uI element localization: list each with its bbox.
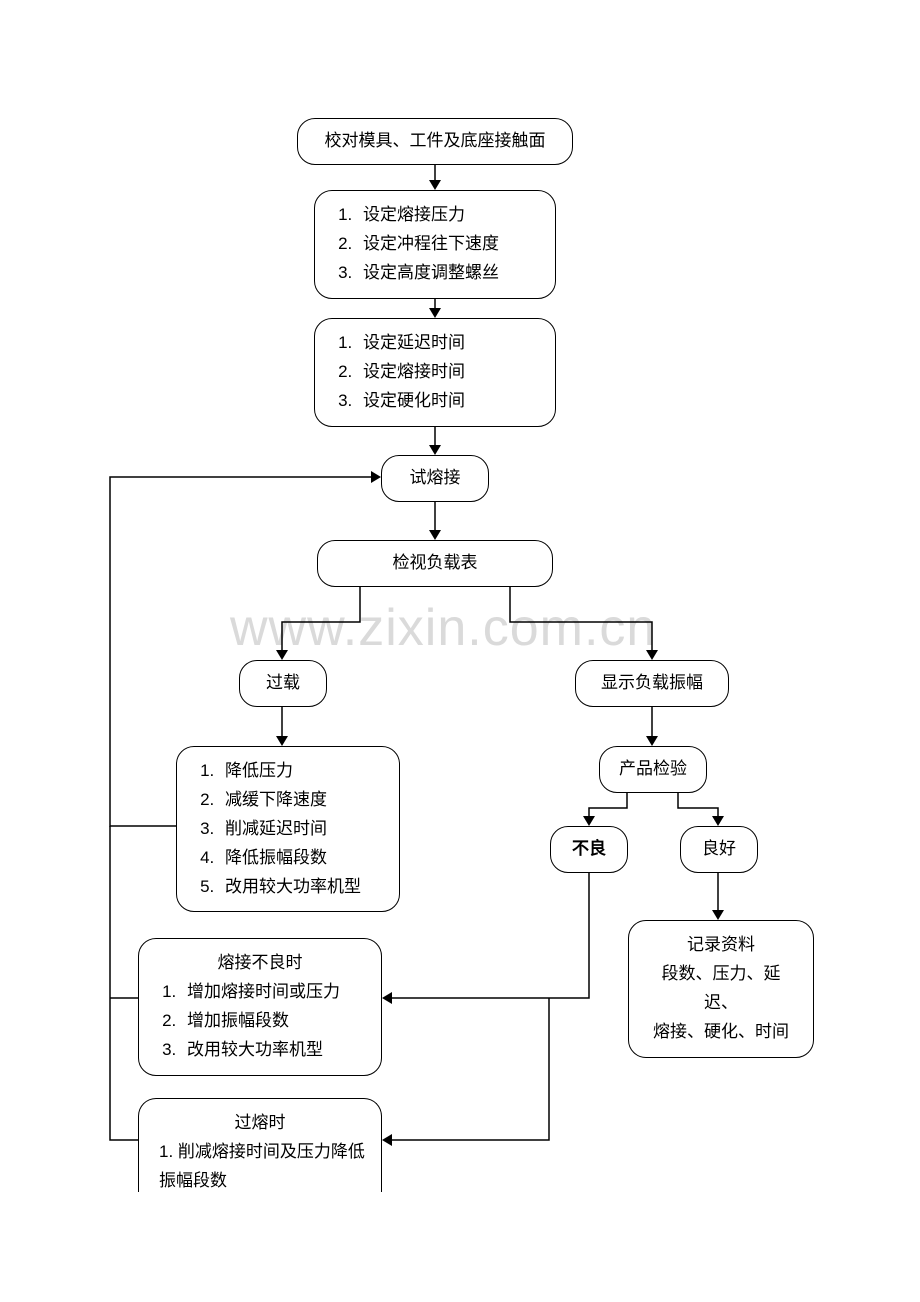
- node-bad-weld-list: 增加熔接时间或压力 增加振幅段数 改用较大功率机型: [155, 978, 365, 1065]
- list-item: 设定高度调整螺丝: [357, 259, 539, 288]
- node-test-weld: 试熔接: [381, 455, 489, 502]
- node-check-load: 检视负载表: [317, 540, 553, 587]
- node-bad-weld-title: 熔接不良时: [155, 949, 365, 978]
- node-overmelt-title: 过熔时: [155, 1109, 365, 1138]
- node-set-pressure-list: 设定熔接压力 设定冲程往下速度 设定高度调整螺丝: [331, 201, 539, 288]
- list-item: 改用较大功率机型: [181, 1036, 365, 1065]
- node-calibrate-text: 校对模具、工件及底座接触面: [325, 131, 546, 150]
- node-product-inspect: 产品检验: [599, 746, 707, 793]
- node-show-amplitude-text: 显示负载振幅: [601, 673, 703, 692]
- node-good: 良好: [680, 826, 758, 873]
- node-overload-text: 过载: [266, 673, 300, 692]
- list-item: 设定熔接压力: [357, 201, 539, 230]
- node-bad-weld-actions: 熔接不良时 增加熔接时间或压力 增加振幅段数 改用较大功率机型: [138, 938, 382, 1076]
- list-item: 减缓下降速度: [219, 786, 383, 815]
- node-overmelt-line: 1. 削减熔接时间及压力降低振幅段数: [155, 1138, 365, 1192]
- node-set-time: 设定延迟时间 设定熔接时间 设定硬化时间: [314, 318, 556, 427]
- node-overload: 过载: [239, 660, 327, 707]
- node-record-line: 熔接、硬化、时间: [649, 1018, 793, 1047]
- node-set-pressure: 设定熔接压力 设定冲程往下速度 设定高度调整螺丝: [314, 190, 556, 299]
- list-item: 降低振幅段数: [219, 844, 383, 873]
- node-set-time-list: 设定延迟时间 设定熔接时间 设定硬化时间: [331, 329, 539, 416]
- node-check-load-text: 检视负载表: [393, 553, 478, 572]
- node-bad-text: 不良: [572, 839, 606, 858]
- list-item: 设定延迟时间: [357, 329, 539, 358]
- list-item: 削减延迟时间: [219, 815, 383, 844]
- node-record-line: 段数、压力、延迟、: [649, 960, 793, 1018]
- list-item: 降低压力: [219, 757, 383, 786]
- node-overmelt-actions: 过熔时 1. 削减熔接时间及压力降低振幅段数: [138, 1098, 382, 1192]
- list-item: 增加振幅段数: [181, 1007, 365, 1036]
- node-bad: 不良: [550, 826, 628, 873]
- list-item: 设定熔接时间: [357, 358, 539, 387]
- list-item: 设定冲程往下速度: [357, 230, 539, 259]
- node-calibrate: 校对模具、工件及底座接触面: [297, 118, 573, 165]
- list-item: 增加熔接时间或压力: [181, 978, 365, 1007]
- node-record-title: 记录资料: [649, 931, 793, 960]
- list-item: 改用较大功率机型: [219, 873, 383, 902]
- node-record: 记录资料 段数、压力、延迟、 熔接、硬化、时间: [628, 920, 814, 1058]
- node-product-inspect-text: 产品检验: [619, 759, 687, 778]
- list-item: 设定硬化时间: [357, 387, 539, 416]
- node-test-weld-text: 试熔接: [410, 468, 461, 487]
- node-show-amplitude: 显示负载振幅: [575, 660, 729, 707]
- node-overload-actions: 降低压力 减缓下降速度 削减延迟时间 降低振幅段数 改用较大功率机型: [176, 746, 400, 912]
- node-overload-actions-list: 降低压力 减缓下降速度 削减延迟时间 降低振幅段数 改用较大功率机型: [193, 757, 383, 901]
- node-good-text: 良好: [702, 839, 736, 858]
